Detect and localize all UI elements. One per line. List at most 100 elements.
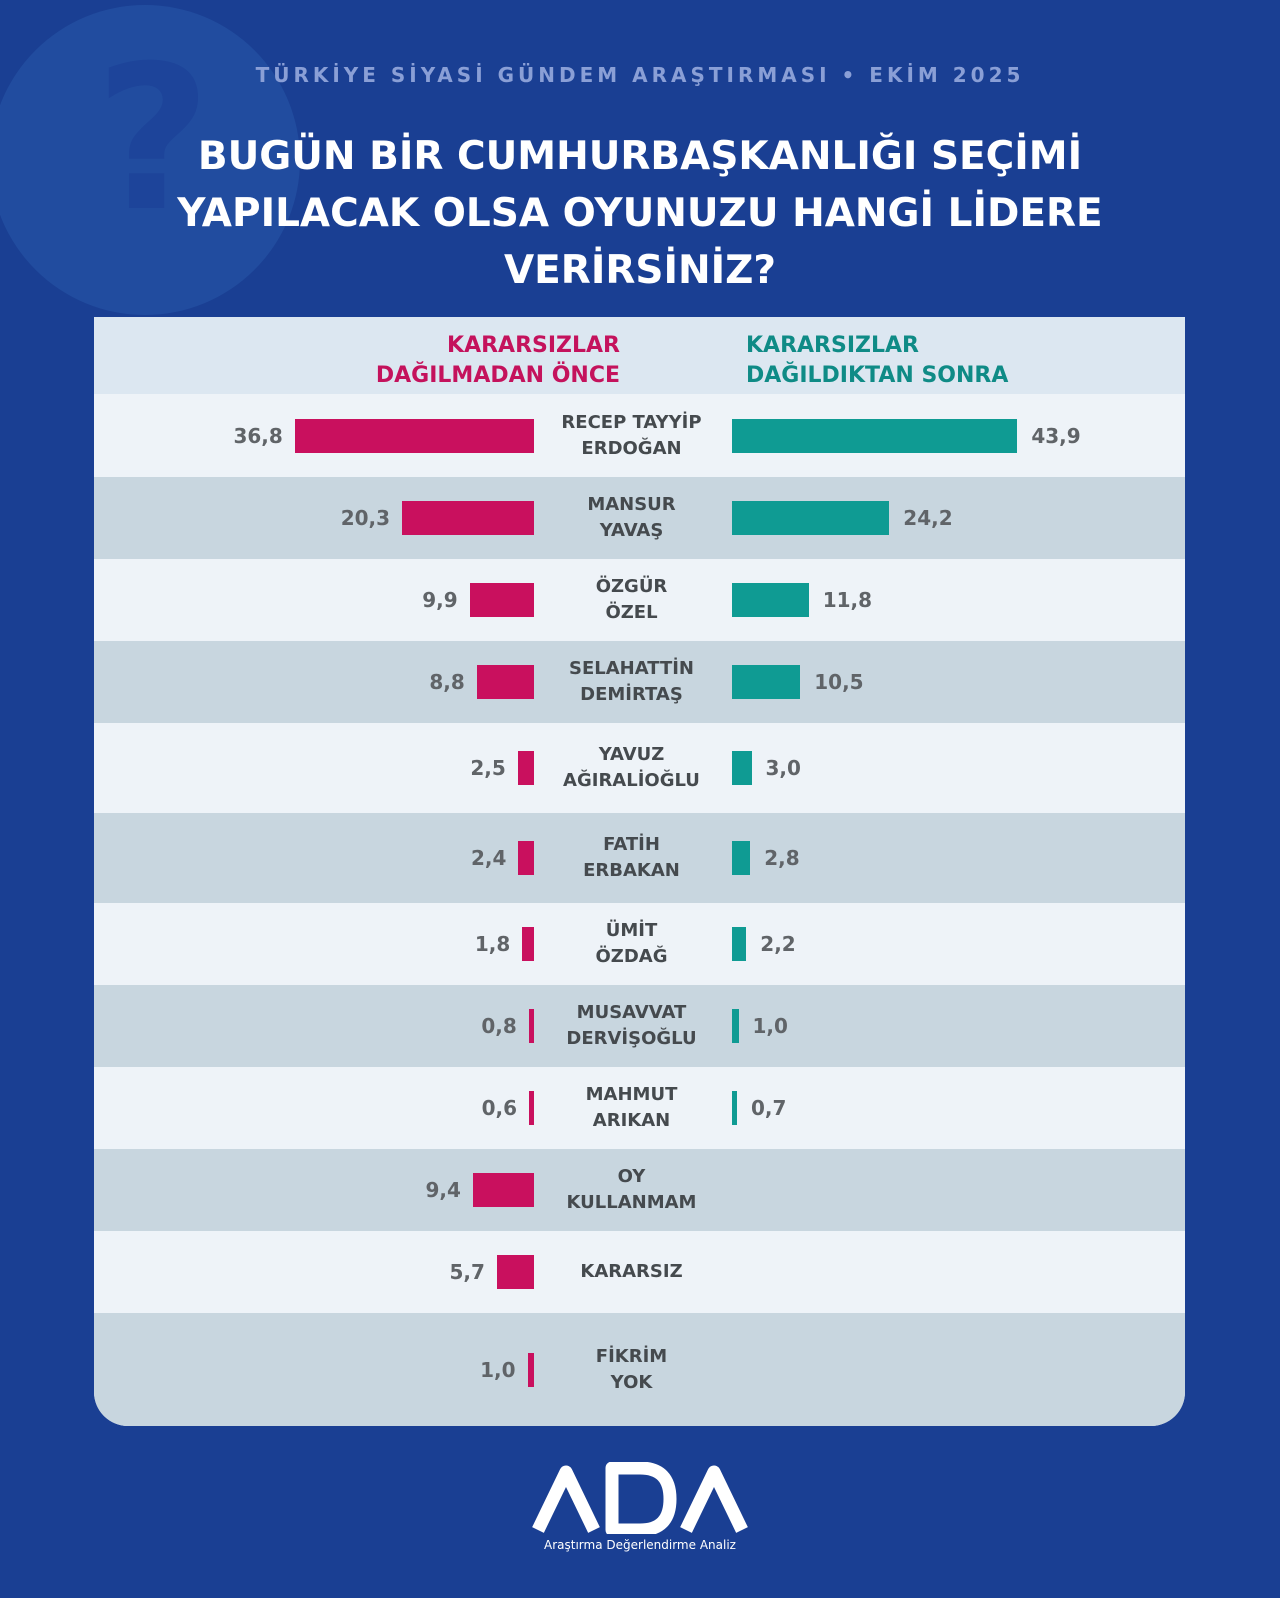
value-label-after: 24,2 <box>903 506 953 530</box>
value-label-after: 43,9 <box>1031 423 1081 448</box>
bar-after <box>732 418 1018 453</box>
category-label-line: RECEP TAYYİP <box>561 411 702 433</box>
category-label: MUSAVVAT DERVİŞOĞLU <box>534 1000 729 1052</box>
value-label-before: 0,8 <box>481 1014 517 1038</box>
category-label-line: OY <box>617 1166 646 1187</box>
category-label-line: ÖZDAĞ <box>595 946 668 967</box>
category-label-line: DERVİŞOĞLU <box>566 1028 697 1049</box>
bar-before <box>528 1009 534 1043</box>
category-label-line: YAVAŞ <box>599 520 664 541</box>
bar-after <box>732 1091 737 1125</box>
legend-before-line2: DAĞILMADAN ÖNCE <box>375 363 620 388</box>
value-label-before: 8,8 <box>429 670 465 694</box>
survey-subtitle: TÜRKİYE SİYASİ GÜNDEM ARAŞTIRMASI • EKİM… <box>255 63 1025 87</box>
category-label: KARARSIZ <box>534 1259 729 1285</box>
legend-after: KARARSIZLAR DAĞILDIKTAN SONRA <box>746 331 1008 391</box>
bar-after <box>732 841 751 875</box>
category-label: FİKRİM YOK <box>534 1344 729 1396</box>
background-circle <box>0 5 300 315</box>
category-label-line: ÖZEL <box>605 602 658 623</box>
bar-before <box>518 841 534 875</box>
bar-after <box>732 583 809 617</box>
chart-row: FİKRİM YOK 1,0 <box>94 1313 1185 1426</box>
category-label-line: AĞIRALİOĞLU <box>563 770 700 791</box>
category-label-line: DEMİRTAŞ <box>580 684 683 705</box>
bar-before <box>472 1173 534 1207</box>
category-label: ÖZGÜR ÖZEL <box>534 574 729 626</box>
legend-after-line1: KARARSIZLAR <box>746 333 919 358</box>
value-label-after: 0,7 <box>751 1096 787 1120</box>
category-label-line: YOK <box>610 1371 653 1393</box>
chart-row: MANSUR YAVAŞ 20,3 24,2 <box>94 477 1185 559</box>
bar-before <box>294 418 534 453</box>
value-label-before: 36,8 <box>233 423 283 448</box>
value-label-after: 11,8 <box>822 588 873 612</box>
bar-before <box>496 1255 534 1289</box>
chart-row: KARARSIZ 5,7 <box>94 1231 1185 1313</box>
category-label-line: MUSAVVAT <box>576 1002 687 1023</box>
chart-row: YAVUZ AĞIRALİOĞLU 2,5 3,0 <box>94 723 1185 813</box>
category-label: FATİH ERBAKAN <box>534 832 729 884</box>
bar-before <box>402 501 534 535</box>
bar-before <box>469 583 534 617</box>
bar-after <box>732 751 752 785</box>
value-label-before: 1,0 <box>480 1357 516 1382</box>
category-label-line: MAHMUT <box>585 1084 678 1105</box>
value-label-before: 5,7 <box>449 1260 485 1284</box>
question-title: BUGÜN BİR CUMHURBAŞKANLIĞI SEÇİMİ YAPILA… <box>177 134 1103 293</box>
chart-row: MAHMUT ARIKAN 0,6 0,7 <box>94 1067 1185 1149</box>
category-label-line: ÖZGÜR <box>595 576 668 597</box>
value-label-before: 20,3 <box>340 506 391 530</box>
bar-after <box>732 927 747 961</box>
value-label-before: 9,4 <box>425 1178 461 1202</box>
bar-before <box>517 751 534 785</box>
value-label-after: 10,5 <box>814 670 864 694</box>
bar-before <box>527 1352 534 1387</box>
value-label-before: 2,4 <box>470 846 507 870</box>
chart-row: SELAHATTİN DEMİRTAŞ 8,8 10,5 <box>94 641 1185 723</box>
value-label-after: 1,0 <box>752 1014 788 1038</box>
logo-tagline: Araştırma Değerlendirme Analiz <box>544 1538 736 1552</box>
category-label-line: MANSUR <box>587 494 676 515</box>
category-label: SELAHATTİN DEMİRTAŞ <box>534 656 729 708</box>
category-label: YAVUZ AĞIRALİOĞLU <box>534 742 729 794</box>
bar-after <box>732 665 801 699</box>
chart-header: KARARSIZLAR DAĞILMADAN ÖNCE KARARSIZLAR … <box>94 317 1185 402</box>
question-mark-icon: ? <box>95 23 212 256</box>
value-label-after: 2,8 <box>764 846 800 870</box>
bar-before <box>529 1091 534 1125</box>
chart-row: RECEP TAYYİP ERDOĞAN 36,8 43,9 <box>94 394 1185 477</box>
category-label-line: ARIKAN <box>592 1110 671 1131</box>
chart-row: ÖZGÜR ÖZEL 9,9 11,8 <box>94 559 1185 641</box>
chart-row: MUSAVVAT DERVİŞOĞLU 0,8 1,0 <box>94 985 1185 1067</box>
category-label: OY KULLANMAM <box>534 1164 729 1216</box>
logo-letter-d <box>605 1462 677 1534</box>
legend-before-line1: KARARSIZLAR <box>447 333 620 358</box>
value-label-before: 2,5 <box>470 756 506 780</box>
value-label-after: 3,0 <box>765 756 801 780</box>
legend-before: KARARSIZLAR DAĞILMADAN ÖNCE <box>376 331 620 391</box>
bar-before <box>476 665 534 699</box>
value-label-after: 2,2 <box>760 932 796 956</box>
bar-after <box>732 1009 739 1043</box>
ada-logo <box>532 1462 748 1534</box>
category-label-line: ERBAKAN <box>583 860 680 881</box>
logo-letter-a2 <box>680 1465 748 1533</box>
category-label-line: YAVUZ <box>598 744 665 765</box>
category-label-line: FATİH <box>603 834 660 855</box>
chart-row: FATİH ERBAKAN 2,4 2,8 <box>94 813 1185 903</box>
category-label-line: KARARSIZ <box>580 1261 683 1282</box>
value-label-before: 0,6 <box>481 1096 517 1120</box>
value-label-before: 9,9 <box>422 588 458 612</box>
category-label-line: KULLANMAM <box>566 1192 697 1213</box>
bar-before <box>522 927 534 961</box>
category-label: ÜMİT ÖZDAĞ <box>534 918 729 970</box>
category-label-line: ERDOĞAN <box>581 437 682 459</box>
chart-panel: KARARSIZLAR DAĞILMADAN ÖNCE KARARSIZLAR … <box>94 317 1185 1426</box>
category-label-line: SELAHATTİN <box>569 658 694 679</box>
category-label: MAHMUT ARIKAN <box>534 1082 729 1134</box>
category-label: RECEP TAYYİP ERDOĞAN <box>534 410 729 462</box>
legend-after-line2: DAĞILDIKTAN SONRA <box>746 363 1009 388</box>
value-label-before: 1,8 <box>474 932 511 956</box>
category-label: MANSUR YAVAŞ <box>534 492 729 544</box>
